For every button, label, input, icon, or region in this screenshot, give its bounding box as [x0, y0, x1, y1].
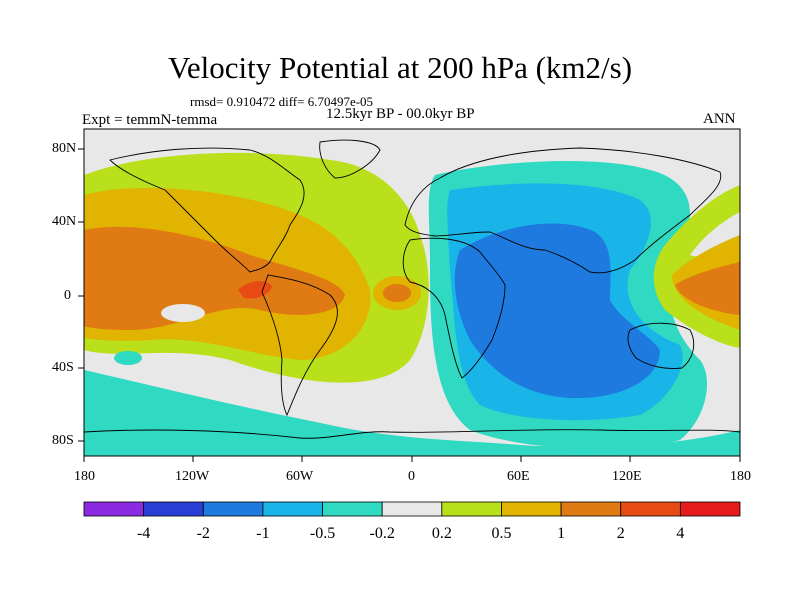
colorbar-swatch — [620, 501, 681, 517]
colorbar-swatch — [381, 501, 443, 517]
contour-level-neg0.2-south — [84, 370, 740, 456]
coastline-antarctica — [84, 429, 740, 439]
coastline-greenland — [319, 139, 381, 179]
colorbar-label: 4 — [676, 525, 685, 542]
contour-level-1-pacific — [675, 262, 740, 315]
contour-level-2-west — [238, 281, 272, 299]
lat-tick-label-80s: 80S — [52, 433, 74, 448]
lon-tick-label-60w: 60W — [286, 469, 314, 484]
contour-level-1-west — [84, 226, 345, 330]
lat-tick-label-80n: 80N — [52, 141, 77, 156]
coastline-australia — [627, 322, 695, 369]
lat-tick-label-40s: 40S — [52, 360, 74, 375]
stats-text: rmsd= 0.910472 diff= 6.70497e-05 — [190, 94, 374, 109]
colorbar-label: -4 — [136, 525, 151, 542]
colorbar-label: 0.2 — [431, 525, 452, 542]
lon-tick-label-0: 0 — [408, 469, 415, 484]
colorbar-swatch — [501, 501, 562, 517]
lon-tick-label-120e: 120E — [612, 469, 642, 484]
coastline-africa — [402, 237, 506, 379]
coastline-south-america — [261, 274, 338, 417]
lon-tick-label-180e: 180 — [730, 469, 751, 484]
colorbar-label: 1 — [557, 525, 566, 542]
colorbar-swatch — [202, 501, 264, 517]
colorbar-label: -0.2 — [369, 525, 395, 542]
colorbar-swatch — [679, 501, 741, 517]
lon-tick-label-120w: 120W — [175, 469, 210, 484]
season-label: ANN — [703, 111, 736, 127]
experiment-label: Expt = temmN-temma — [82, 112, 218, 128]
colorbar-label: 2 — [616, 525, 625, 542]
lon-tick-label-60e: 60E — [507, 469, 530, 484]
contour-level-neg1-east — [454, 223, 660, 399]
coastline-eurasia — [404, 147, 722, 274]
colorbar-label: -1 — [256, 525, 270, 542]
lon-ticks — [83, 456, 741, 462]
lat-tick-label-0: 0 — [64, 288, 71, 303]
colorbar-label: 0.5 — [491, 525, 512, 542]
colorbar-swatch — [560, 501, 622, 517]
colorbar-swatch — [322, 501, 383, 517]
lat-tick-label-40n: 40N — [52, 214, 77, 229]
map-title: Velocity Potential at 200 hPa (km2/s) — [167, 50, 633, 85]
colorbar-swatch — [441, 501, 502, 517]
lat-ticks — [78, 148, 84, 442]
colorbar-swatch — [143, 501, 204, 517]
velocity-potential-field — [84, 129, 740, 456]
colorbar-label: -2 — [196, 525, 210, 542]
colorbar-label: -0.5 — [309, 525, 336, 542]
neutral-pocket — [161, 304, 205, 322]
lon-tick-label-180w: 180 — [74, 469, 95, 484]
contour-level-1-atlantic — [383, 284, 411, 302]
coastline-north-america — [109, 147, 305, 273]
contour-level-neg0.2-pocket — [114, 351, 142, 365]
colorbar-swatch — [83, 501, 145, 517]
period-label: 12.5kyr BP - 00.0kyr BP — [326, 106, 475, 122]
colorbar-swatch — [262, 501, 323, 517]
